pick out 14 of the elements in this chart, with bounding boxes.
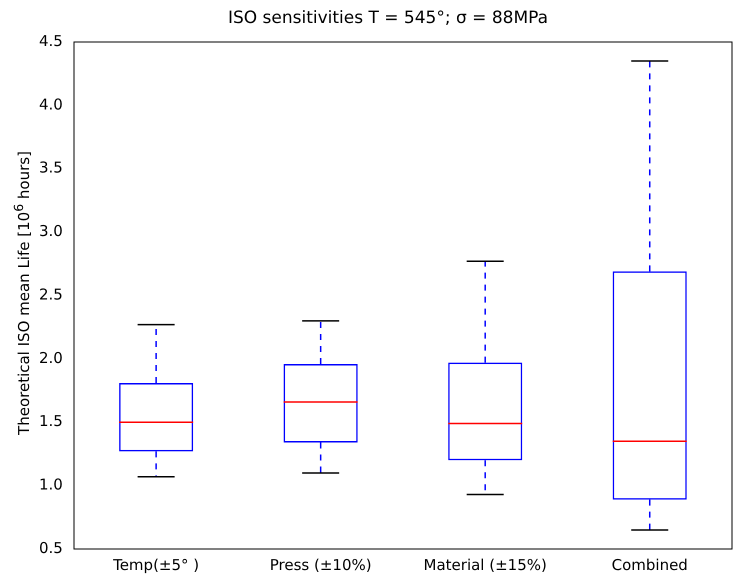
- chart-title: ISO sensitivities T = 545°; σ = 88MPa: [226, 8, 550, 28]
- y-tick-label: 2.5: [38, 285, 63, 304]
- y-tick-label: 4.0: [38, 95, 63, 114]
- y-tick-label: 1.5: [38, 412, 63, 430]
- y-tick-label: 0.5: [38, 538, 63, 557]
- y-tick-label: 4.5: [38, 32, 63, 50]
- y-tick-label: 3.5: [38, 158, 63, 177]
- y-tick-label: 3.0: [38, 222, 63, 240]
- y-tick-label: 2.0: [38, 348, 63, 367]
- y-tick-label: 1.0: [38, 476, 63, 494]
- x-tick-label: Material (±15%): [424, 556, 547, 574]
- x-tick-label: Temp(±5° ): [112, 556, 200, 574]
- x-tick-label: Combined: [612, 556, 688, 574]
- x-tick-label: Press (±10%): [270, 556, 372, 574]
